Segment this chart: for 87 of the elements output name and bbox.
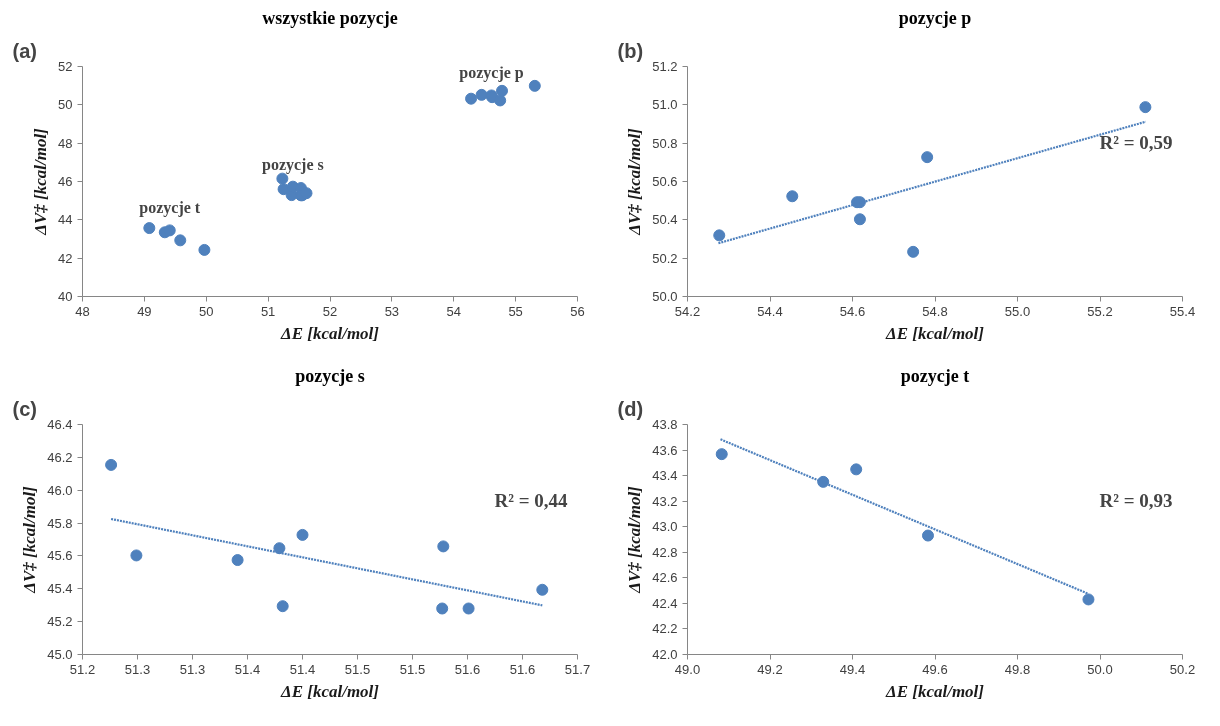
y-tick-label: 45.2	[47, 614, 73, 630]
y-tick-label: 50.2	[652, 250, 678, 266]
y-tick-label: 48	[58, 135, 73, 151]
x-tick-label: 50	[199, 303, 214, 319]
y-axis-title: ΔV‡ [kcal/mol]	[625, 127, 645, 236]
x-tick-label: 49.6	[922, 661, 948, 677]
x-tick-label: 51.2	[69, 661, 96, 677]
y-tick-label: 42	[58, 250, 73, 266]
x-tick-label: 54.8	[922, 303, 948, 319]
y-tick-label: 50	[58, 97, 73, 113]
text: (c)	[12, 397, 37, 420]
x-axis-title: ΔE [kcal/mol]	[280, 323, 380, 343]
x-tick-label: 50.2	[1169, 661, 1196, 677]
x-tick-label: 49	[137, 303, 152, 319]
x-tick-label: 54.2	[674, 303, 701, 319]
x-tick-label: 55.4	[1169, 303, 1196, 319]
annotation: R² = 0,44	[494, 489, 568, 511]
x-tick-label: 51.5	[344, 661, 371, 677]
x-tick-label: 51.5	[399, 661, 426, 677]
chart-title: pozycje p	[898, 7, 972, 28]
y-tick-label: 43.4	[652, 468, 678, 484]
y-tick-label: 40	[58, 289, 73, 304]
x-axis-title: ΔE [kcal/mol]	[885, 323, 985, 343]
annotation: R² = 0,93	[1099, 489, 1173, 511]
x-tick-label: 53	[384, 303, 400, 319]
y-tick-label: 43.8	[652, 417, 678, 432]
y-tick-label: 46.0	[47, 482, 73, 498]
y-tick-label: 45.6	[47, 548, 73, 564]
x-tick-label: 51.7	[564, 661, 591, 677]
y-tick-label: 51.0	[652, 97, 678, 113]
x-tick-label: 55	[508, 303, 523, 319]
y-tick-label: 45.4	[47, 581, 73, 597]
y-tick-label: 45.8	[47, 515, 73, 531]
text: (b)	[617, 39, 644, 62]
x-tick-label: 51	[260, 303, 276, 319]
x-tick-label: 51.3	[179, 661, 206, 677]
x-tick-label: 52	[322, 303, 338, 319]
text: (a)	[12, 39, 37, 62]
x-tick-label: 51.4	[234, 661, 261, 677]
x-tick-label: 51.6	[509, 661, 536, 677]
x-tick-label: 56	[570, 303, 585, 319]
x-tick-label: 49.8	[1004, 661, 1031, 677]
y-tick-label: 43.2	[652, 493, 678, 509]
x-tick-label: 55.0	[1004, 303, 1031, 319]
y-tick-label: 50.4	[652, 212, 678, 228]
x-tick-label: 51.3	[124, 661, 151, 677]
annotation: R² = 0,59	[1099, 131, 1173, 153]
x-tick-label: 55.2	[1087, 303, 1113, 319]
y-tick-label: 42.2	[652, 621, 678, 637]
x-tick-label: 49.4	[839, 661, 866, 677]
chart-title: pozycje s	[295, 365, 365, 386]
y-tick-label: 42.8	[652, 544, 678, 560]
y-tick-label: 45.0	[47, 647, 73, 662]
y-tick-label: 46	[58, 174, 73, 189]
x-tick-label: 49.2	[757, 661, 783, 677]
annotation: pozycje p	[459, 64, 524, 83]
x-axis-title: ΔE [kcal/mol]	[280, 681, 380, 701]
y-tick-label: 42.4	[652, 595, 678, 611]
y-tick-label: 50.8	[652, 135, 678, 151]
annotation: pozycje s	[262, 155, 324, 174]
annotation: pozycje t	[139, 199, 201, 218]
x-tick-label: 54.6	[839, 303, 866, 319]
chart-title: wszystkie pozycje	[262, 7, 398, 28]
y-axis-title: ΔV‡ [kcal/mol]	[20, 485, 40, 594]
x-tick-label: 54.4	[757, 303, 783, 319]
x-tick-label: 51.6	[454, 661, 481, 677]
y-axis-title: ΔV‡ [kcal/mol]	[625, 485, 645, 594]
x-tick-label: 50.0	[1087, 661, 1113, 677]
y-tick-label: 43.0	[652, 519, 678, 535]
x-tick-label: 49.0	[674, 661, 701, 677]
x-axis-title: ΔE [kcal/mol]	[885, 681, 985, 701]
y-tick-label: 50.0	[652, 289, 678, 304]
x-tick-label: 54	[446, 303, 461, 319]
y-tick-label: 51.2	[652, 59, 678, 74]
y-axis-title: ΔV‡ [kcal/mol]	[31, 127, 51, 236]
text: (d)	[617, 397, 644, 420]
x-tick-label: 48	[75, 303, 90, 319]
x-tick-label: 51.4	[289, 661, 316, 677]
y-tick-label: 52	[58, 59, 73, 74]
y-tick-label: 42.0	[652, 647, 678, 662]
y-tick-label: 46.2	[47, 449, 73, 465]
chart-title: pozycje t	[900, 365, 970, 386]
y-tick-label: 46.4	[47, 417, 73, 432]
y-tick-label: 43.6	[652, 442, 678, 458]
y-tick-label: 44	[58, 212, 73, 228]
y-tick-label: 50.6	[652, 174, 678, 189]
y-tick-label: 42.6	[652, 570, 678, 586]
